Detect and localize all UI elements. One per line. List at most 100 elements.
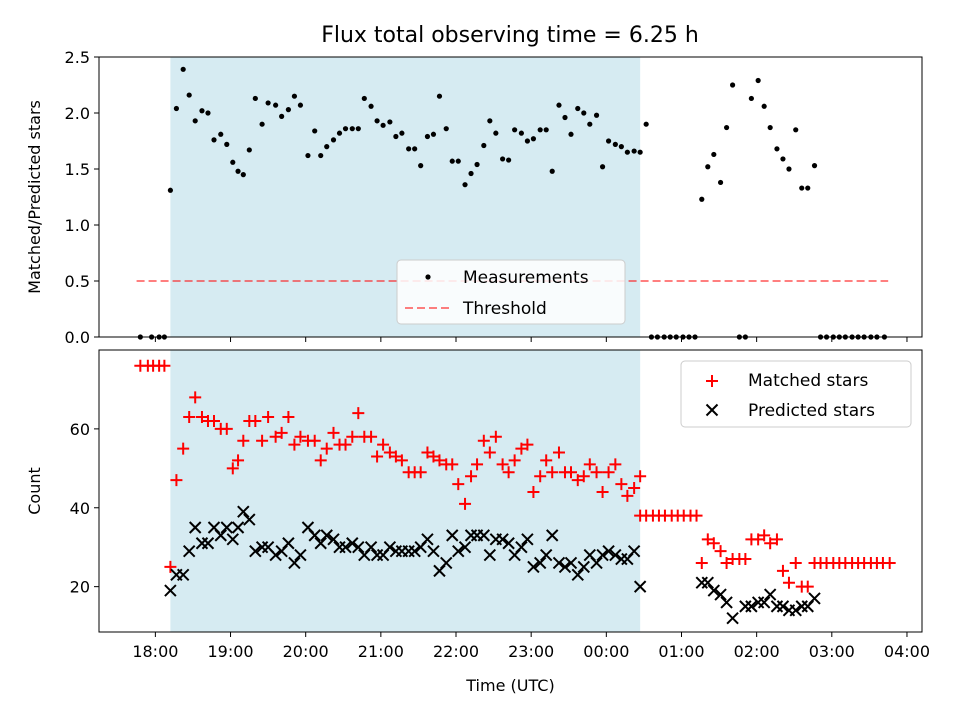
y-tick-label: 0.0 [65, 328, 90, 347]
matched-star-marker [695, 556, 708, 569]
matched-star-marker [764, 537, 777, 550]
predicted-star-marker [533, 556, 547, 570]
measurement-point [205, 110, 211, 116]
matched-star-marker [427, 450, 440, 463]
matched-star-marker [540, 454, 553, 467]
predicted-star-marker [496, 533, 509, 546]
matched-star-marker [294, 430, 307, 443]
matched-star-marker [433, 454, 446, 467]
predicted-star-marker [288, 556, 301, 570]
predicted-star-marker [602, 544, 615, 558]
predicted-star-marker [282, 537, 295, 550]
matched-star-marker [339, 438, 352, 451]
matched-star-marker [452, 478, 465, 491]
measurement-point [474, 161, 480, 168]
matched-star-marker [465, 470, 478, 483]
matched-star-marker [371, 450, 384, 463]
measurement-point [549, 168, 555, 174]
matched-star-marker [508, 454, 521, 467]
matched-star-marker [690, 509, 703, 522]
legend-frame [396, 259, 626, 325]
matched-star-marker [275, 426, 288, 439]
measurement-point [418, 163, 424, 169]
matched-star-marker [170, 474, 183, 487]
measurement-point [252, 95, 258, 102]
predicted-star-marker [763, 588, 777, 601]
matched-star-marker [801, 580, 814, 593]
predicted-star-marker [633, 580, 647, 593]
measurement-point [518, 130, 524, 136]
predicted-star-marker [269, 548, 282, 562]
y-axis-label: Matched/Predicted stars [25, 100, 44, 294]
measurement-point [512, 127, 518, 133]
measurement-point [556, 102, 562, 108]
measurement-point [265, 100, 271, 106]
matched-star-marker [782, 576, 795, 589]
measurement-point [699, 196, 705, 202]
measurement-point [393, 133, 399, 140]
matched-star-marker [739, 553, 752, 566]
predicted-star-marker [596, 548, 609, 562]
predicted-star-marker [320, 529, 333, 542]
predicted-star-marker [427, 544, 440, 558]
chart-title: Flux total observing time = 6.25 h [321, 23, 699, 48]
measurement-point [748, 95, 754, 102]
predicted-star-marker [339, 540, 352, 554]
matched-star-marker [308, 434, 321, 447]
measurement-point [624, 149, 630, 155]
matched-star-marker [720, 556, 733, 569]
matched-star-marker [288, 438, 301, 451]
measurement-point [774, 146, 780, 152]
legend-top: Measurements Threshold [396, 259, 626, 325]
matched-star-marker [552, 446, 565, 459]
top-axes-frame [98, 56, 923, 338]
predicted-star-marker [521, 533, 534, 546]
matched-star-marker [609, 458, 622, 471]
measurement-point [399, 130, 405, 136]
matched-star-marker [701, 533, 714, 546]
measurement-point [493, 130, 499, 136]
predicted-star-marker [364, 540, 378, 554]
legend-label-matched: Matched stars [748, 371, 868, 391]
matched-star-marker [320, 442, 333, 455]
y-tick-label: 60 [70, 420, 90, 439]
measurement-point [211, 137, 217, 143]
measurement-point [336, 130, 343, 136]
matched-star-marker [789, 556, 802, 569]
measurement-point [593, 112, 600, 118]
measurement-point [246, 147, 252, 153]
measurement-point [235, 168, 241, 174]
measurement-point [259, 121, 265, 127]
measurement-point [767, 124, 773, 131]
predicted-star-marker [502, 537, 515, 550]
predicted-star-marker [720, 596, 733, 609]
measurement-point [180, 66, 186, 72]
x-tick-label: 03:00 [809, 642, 855, 661]
predicted-star-marker [249, 544, 262, 558]
predicted-star-marker [314, 537, 327, 550]
legend-frame [680, 360, 912, 428]
predicted-star-marker [231, 521, 245, 534]
predicted-star-marker [440, 556, 453, 570]
predicted-star-marker [726, 611, 739, 625]
predicted-star-marker [483, 548, 497, 562]
measurement-point [631, 148, 637, 154]
measurement-point [761, 103, 767, 109]
measurement-point [799, 185, 805, 191]
measurement-point [430, 131, 437, 137]
measurement-point [273, 102, 279, 108]
measurement-point [780, 156, 786, 162]
observing-window-shade [170, 350, 641, 632]
measurement-point [342, 126, 349, 132]
legend-marker-matched [706, 375, 718, 387]
matched-star-marker [758, 529, 771, 542]
x-tick-label: 19:00 [207, 642, 253, 661]
measurement-point [612, 141, 618, 147]
y-tick-label: 40 [70, 499, 90, 518]
measurement-point [412, 146, 418, 152]
predicted-star-marker [458, 540, 472, 554]
predicted-star-marker [701, 576, 715, 589]
matched-star-marker [183, 411, 196, 424]
measurement-point [543, 127, 549, 133]
predicted-star-marker [757, 596, 771, 609]
